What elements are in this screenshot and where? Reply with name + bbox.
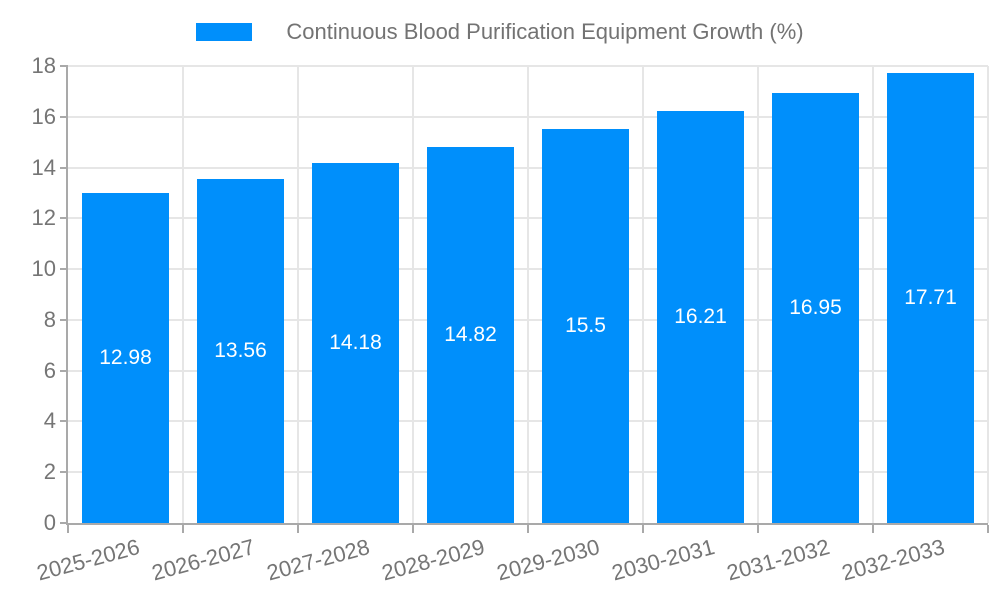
y-axis-line [66, 66, 68, 525]
x-gridline [297, 66, 299, 523]
chart-legend[interactable]: Continuous Blood Purification Equipment … [0, 16, 1000, 48]
y-tick-mark [60, 420, 68, 423]
bar-value-label: 17.71 [904, 286, 957, 310]
y-axis-label: 0 [43, 510, 56, 535]
x-gridline [987, 66, 989, 523]
x-tick-mark [642, 525, 644, 533]
bar-value-label: 14.82 [444, 322, 497, 346]
x-tick-mark [757, 525, 759, 533]
x-gridline [412, 66, 414, 523]
y-axis-label: 10 [31, 256, 56, 282]
bar-value-label: 12.98 [99, 346, 152, 370]
bar[interactable]: 16.95 [772, 92, 859, 523]
x-axis-line [66, 523, 988, 525]
x-tick-mark [412, 525, 414, 533]
y-axis-label: 8 [43, 306, 56, 332]
y-tick-mark [60, 166, 68, 169]
y-tick-mark [60, 369, 68, 372]
x-tick-mark [872, 525, 874, 533]
chart-title: Continuous Blood Purification Equipment … [286, 19, 804, 44]
x-gridline [527, 66, 529, 523]
y-tick-mark [60, 217, 68, 220]
x-tick-mark [297, 525, 299, 533]
y-axis-label: 16 [31, 103, 56, 129]
y-axis-label: 18 [31, 53, 56, 78]
x-tick-mark [67, 525, 69, 533]
bar[interactable]: 14.18 [312, 162, 399, 523]
bar[interactable]: 12.98 [82, 193, 169, 523]
y-axis-label: 6 [43, 357, 56, 383]
bar-value-label: 13.56 [214, 338, 267, 362]
y-tick-mark [60, 522, 68, 524]
y-tick-mark [60, 268, 68, 271]
x-gridline [182, 66, 184, 523]
bar[interactable]: 17.71 [887, 73, 974, 523]
bar[interactable]: 14.82 [427, 146, 514, 523]
bar-value-label: 14.18 [329, 330, 382, 354]
bar[interactable]: 13.56 [197, 178, 284, 523]
x-gridline [642, 66, 644, 523]
x-gridline [757, 66, 759, 523]
y-tick-mark [60, 471, 68, 474]
bar-value-label: 15.5 [565, 314, 606, 338]
legend-swatch-icon [196, 23, 253, 41]
bar[interactable]: 16.21 [657, 111, 744, 523]
x-tick-mark [527, 525, 529, 533]
y-tick-mark [60, 115, 68, 118]
y-axis-label: 2 [43, 459, 56, 485]
y-tick-mark [60, 318, 68, 321]
y-axis-label: 14 [31, 154, 56, 180]
y-axis-label: 12 [31, 205, 56, 231]
bar-value-label: 16.95 [789, 295, 842, 319]
x-gridline [872, 66, 874, 523]
y-axis-label: 4 [43, 408, 56, 434]
bar[interactable]: 15.5 [542, 129, 629, 523]
bar-value-label: 16.21 [674, 305, 727, 329]
x-tick-mark [987, 525, 989, 533]
x-tick-mark [182, 525, 184, 533]
y-tick-mark [60, 65, 68, 67]
